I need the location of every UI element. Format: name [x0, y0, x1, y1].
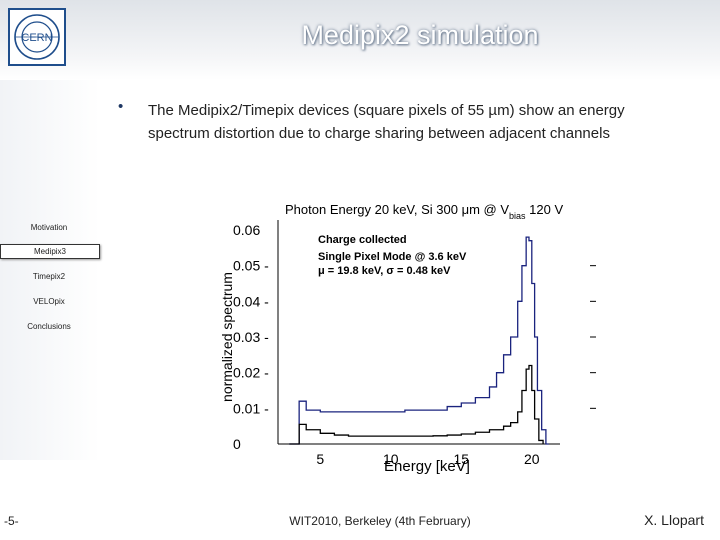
chart-y-tick-label: 0.01 - — [233, 400, 269, 416]
chart-series-line-1 — [289, 236, 549, 445]
chart-y-tick-label: 0.02 - — [233, 365, 269, 381]
slide-header: CERN Medipix2 simulation — [0, 0, 720, 80]
energy-spectrum-chart: Photon Energy 20 keV, Si 300 μm @ Vbias … — [219, 202, 596, 475]
chart-annotation-3: μ = 19.8 keV, σ = 0.48 keV — [318, 265, 451, 277]
sidebar-item-conclusions[interactable]: Conclusions — [27, 322, 71, 331]
sidebar-item-timepix2[interactable]: Timepix2 — [32, 272, 66, 281]
chart-y-tick-label: 0.04 - — [233, 293, 269, 309]
slide-title: Medipix2 simulation — [301, 20, 539, 50]
chart-ylabel: normalized spectrum — [219, 272, 235, 402]
chart-x-tick-label: 15 — [454, 451, 470, 467]
cern-logo: CERN — [8, 8, 66, 66]
chart-y-tick-label: 0.05 - — [233, 258, 269, 274]
sidebar-item-motivation[interactable]: Motivation — [30, 223, 68, 232]
chart-y-tick-label: 0.06 — [233, 222, 260, 238]
bullet-text: The Medipix2/Timepix devices (square pix… — [148, 102, 625, 142]
chart-title: Photon Energy 20 keV, Si 300 μm @ Vbias … — [285, 202, 563, 221]
svg-text:CERN: CERN — [21, 32, 52, 44]
chart-x-tick-label: 10 — [383, 451, 399, 467]
footer-event: WIT2010, Berkeley (4th February) — [289, 514, 471, 528]
chart-xlabel: Energy [keV] — [384, 458, 470, 475]
chart-series-line-2 — [289, 364, 544, 445]
chart-annotation-1: Charge collected — [318, 234, 407, 246]
bullet-marker: • — [118, 98, 124, 115]
sidebar-item-velopix[interactable]: VELOpix — [33, 297, 65, 306]
sidebar-item-medipix3[interactable]: Medipix3 — [0, 244, 100, 259]
sidebar-nav — [0, 80, 100, 460]
chart-y-tick-label: 0.03 - — [233, 329, 269, 345]
chart-x-tick-label: 20 — [524, 451, 540, 467]
page-number: -5- — [4, 514, 19, 528]
chart-y-tick-label: 0 — [233, 436, 241, 452]
chart-annotation-2: Single Pixel Mode @ 3.6 keV — [318, 251, 467, 263]
footer-author: X. Llopart — [644, 512, 704, 528]
chart-x-tick-label: 5 — [316, 451, 324, 467]
